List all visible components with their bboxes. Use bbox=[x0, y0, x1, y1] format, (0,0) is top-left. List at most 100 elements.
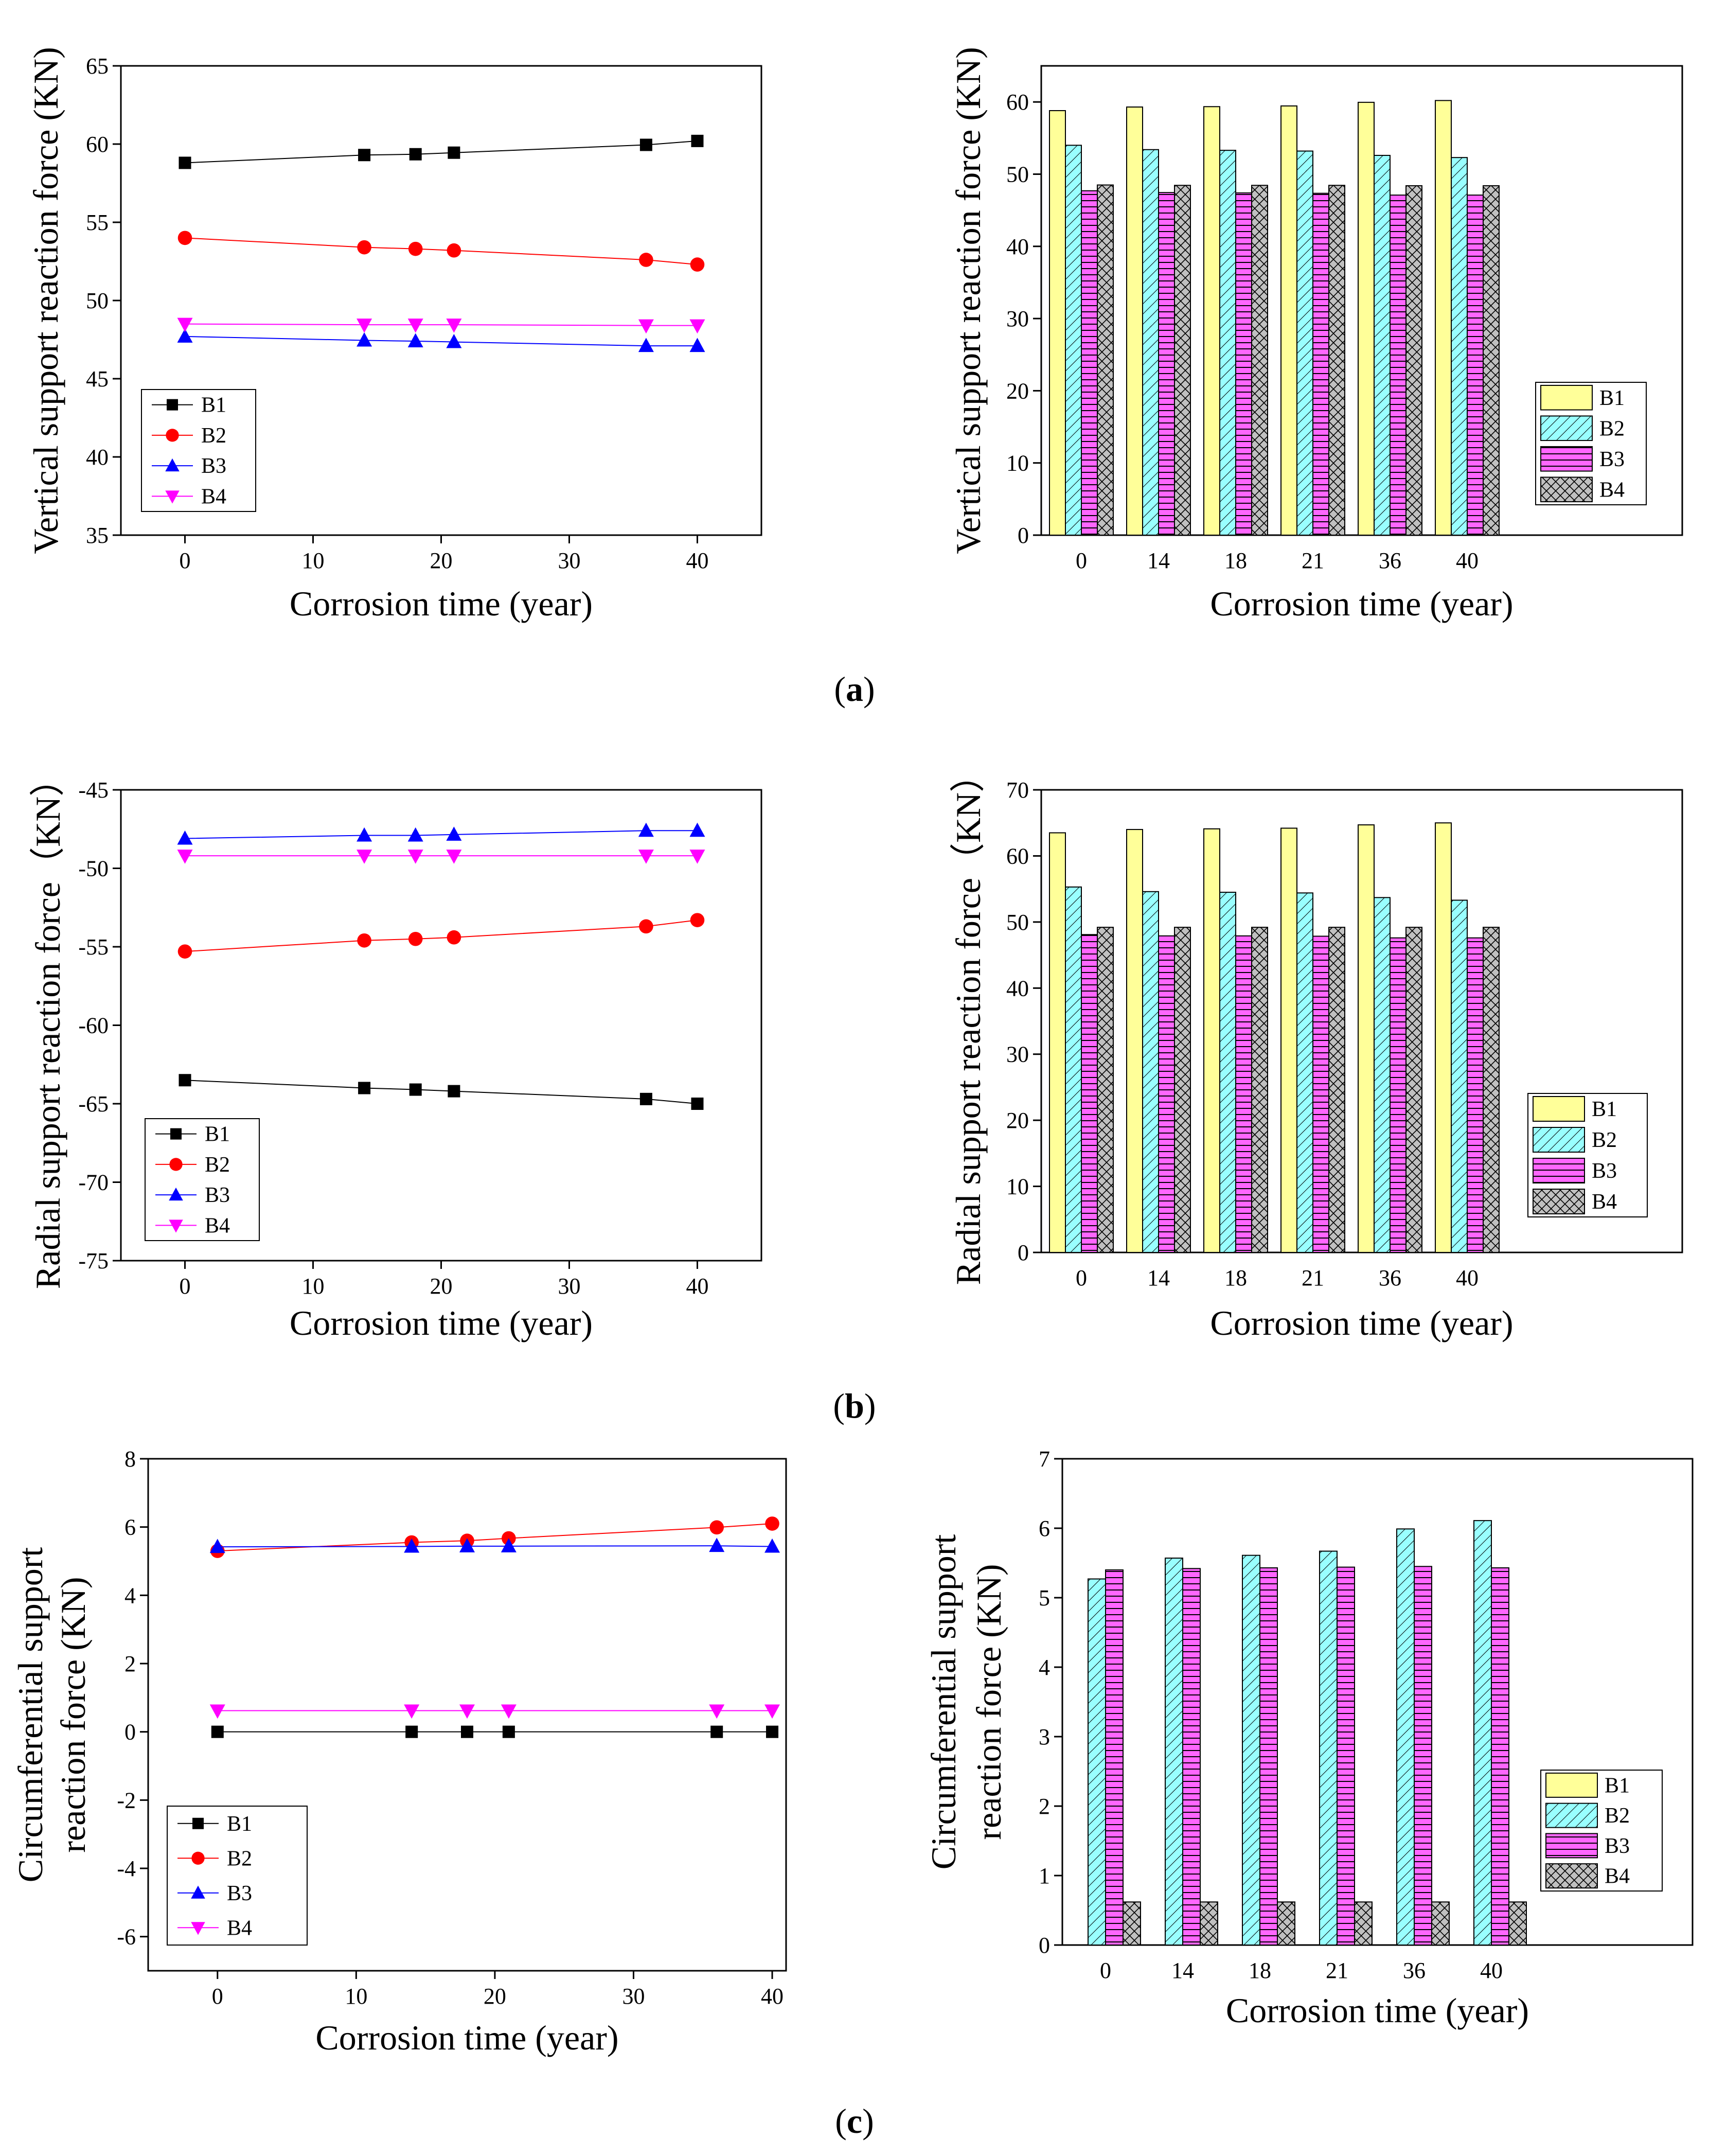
y-tick-label: 6 bbox=[124, 1515, 136, 1540]
series-line-b2 bbox=[185, 920, 698, 952]
y-tick-label: 55 bbox=[86, 210, 109, 235]
y-tick-label: 65 bbox=[86, 54, 109, 79]
bar-b4 bbox=[1431, 1901, 1450, 1946]
y-tick-label: 40 bbox=[1006, 234, 1029, 259]
y-tick-label: -4 bbox=[117, 1856, 136, 1881]
data-point-b2 bbox=[765, 1516, 779, 1531]
y-tick-label: 60 bbox=[86, 132, 109, 157]
bar-b3 bbox=[1312, 192, 1329, 536]
legend-label-b4: B4 bbox=[205, 1214, 230, 1238]
caption-c: (c) bbox=[835, 2101, 874, 2141]
bar-b3 bbox=[1182, 1568, 1201, 1946]
data-point-b1 bbox=[358, 149, 371, 162]
data-point-b2 bbox=[639, 919, 653, 934]
data-point-b3 bbox=[638, 822, 654, 837]
data-point-b3 bbox=[446, 333, 462, 348]
data-point-b3 bbox=[446, 826, 462, 841]
bar-b4 bbox=[1277, 1901, 1295, 1946]
legend-label-b4: B4 bbox=[1605, 1865, 1630, 1888]
legend-swatch-b3 bbox=[1540, 446, 1593, 472]
data-point-b4 bbox=[638, 850, 654, 864]
x-tick-label: 40 bbox=[1480, 1958, 1503, 1983]
x-tick-label: 21 bbox=[1302, 1265, 1324, 1291]
y-axis-title: Radial support reaction force（KN） bbox=[28, 762, 67, 1289]
y-tick-label: 20 bbox=[1006, 1108, 1029, 1133]
data-point-b4 bbox=[764, 1704, 780, 1719]
y-tick-label: 40 bbox=[86, 445, 109, 470]
x-tick-label: 21 bbox=[1302, 548, 1324, 573]
data-point-b4 bbox=[177, 317, 193, 332]
x-tick-label: 14 bbox=[1171, 1958, 1194, 1983]
x-tick-label: 18 bbox=[1224, 1265, 1247, 1291]
chart-circumferential-force-line: -6 -4 -2 0 2 4 6 8 0 10 20 30 40 Corrosion time (year… bbox=[11, 1446, 787, 2057]
y-tick-label: 40 bbox=[1006, 976, 1029, 1001]
data-point-b1 bbox=[448, 146, 460, 159]
bar-b4 bbox=[1200, 1901, 1218, 1946]
y-axis-title: reaction force (KN) bbox=[54, 1577, 93, 1852]
bar-b4 bbox=[1405, 927, 1422, 1253]
x-tick-label: 0 bbox=[1100, 1958, 1111, 1983]
legend-box bbox=[141, 389, 256, 512]
plot-frame bbox=[1061, 1458, 1694, 1946]
series-line-b3 bbox=[217, 1545, 773, 1548]
data-point-b1 bbox=[358, 1082, 371, 1094]
legend-label-b1: B1 bbox=[1605, 1774, 1630, 1797]
series-line-b2 bbox=[217, 1523, 773, 1552]
y-tick-label: -6 bbox=[117, 1924, 136, 1950]
legend-swatch-b1 bbox=[1545, 1772, 1598, 1798]
y-tick-label: -70 bbox=[78, 1170, 109, 1195]
bar-b3 bbox=[1467, 195, 1484, 536]
y-tick-label: 45 bbox=[86, 366, 109, 392]
data-point-b4 bbox=[459, 1704, 475, 1719]
data-point-b4 bbox=[689, 319, 705, 334]
data-point-b2 bbox=[447, 243, 461, 258]
bar-b3 bbox=[1491, 1567, 1509, 1946]
bar-b2 bbox=[1065, 145, 1082, 536]
x-tick-label: 30 bbox=[558, 1274, 581, 1299]
data-point-b3 bbox=[357, 827, 372, 842]
chart-vertical-force-line: 35 40 45 50 55 60 65 0 10 20 30 40 Corrosion time (y… bbox=[26, 47, 762, 623]
bar-b2 bbox=[1088, 1578, 1106, 1946]
data-point-b2 bbox=[177, 231, 192, 245]
x-tick-label: 10 bbox=[302, 548, 325, 573]
x-tick-label: 0 bbox=[1076, 548, 1087, 573]
x-tick-label: 18 bbox=[1224, 548, 1247, 573]
data-point-b2 bbox=[357, 240, 371, 255]
data-point-b3 bbox=[638, 338, 654, 352]
y-tick-label: -50 bbox=[78, 856, 109, 881]
legend-label-b3: B3 bbox=[227, 1882, 252, 1905]
x-tick-label: 10 bbox=[345, 1984, 367, 2009]
data-point-b3 bbox=[689, 338, 705, 352]
data-point-b3 bbox=[459, 1538, 475, 1552]
data-point-b3 bbox=[177, 830, 193, 845]
data-point-b1 bbox=[211, 1725, 224, 1738]
x-tick-label: 0 bbox=[212, 1984, 223, 2009]
x-tick-label: 36 bbox=[1379, 548, 1401, 573]
y-axis-title: Vertical support reaction force (KN) bbox=[949, 47, 988, 554]
x-tick-label: 40 bbox=[686, 1274, 709, 1299]
bar-b2 bbox=[1451, 157, 1468, 536]
data-point-b2 bbox=[408, 931, 423, 946]
y-tick-label: -75 bbox=[78, 1248, 109, 1274]
legend-label-b2: B2 bbox=[205, 1153, 230, 1177]
bar-b3 bbox=[1235, 192, 1252, 536]
bar-b2 bbox=[1165, 1558, 1183, 1946]
data-point-b3 bbox=[709, 1538, 725, 1552]
data-point-b1 bbox=[502, 1725, 515, 1738]
data-point-b4 bbox=[404, 1704, 420, 1719]
data-point-b4 bbox=[407, 850, 423, 864]
legend-label-b2: B2 bbox=[201, 424, 226, 448]
bar-b3 bbox=[1158, 935, 1175, 1253]
data-point-b1 bbox=[179, 156, 191, 169]
legend-marker-b4 bbox=[191, 1922, 205, 1935]
bar-b2 bbox=[1142, 149, 1159, 536]
y-tick-label: -65 bbox=[78, 1091, 109, 1117]
data-point-b4 bbox=[689, 850, 705, 864]
y-tick-label: 1 bbox=[1039, 1863, 1050, 1888]
bar-b3 bbox=[1081, 934, 1098, 1253]
bar-b3 bbox=[1390, 195, 1407, 536]
x-axis-title: Corrosion time (year) bbox=[1210, 1303, 1513, 1342]
x-tick-label: 20 bbox=[484, 1984, 506, 2009]
data-point-b1 bbox=[691, 1098, 704, 1110]
data-point-b2 bbox=[709, 1520, 724, 1535]
